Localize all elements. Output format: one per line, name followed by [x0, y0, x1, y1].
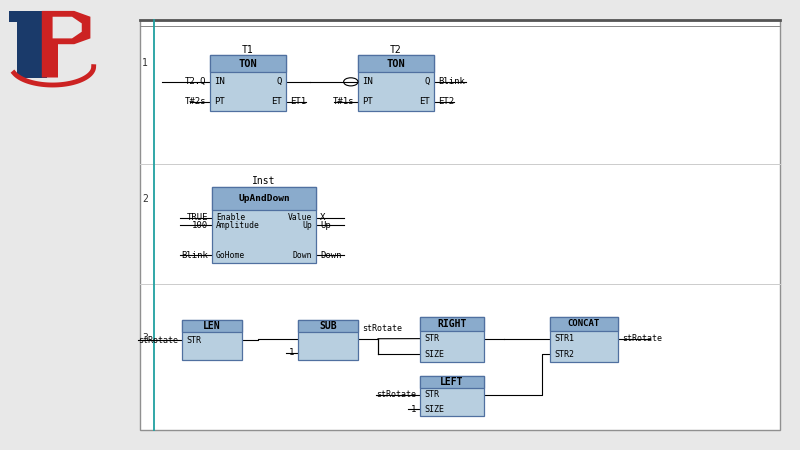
Text: UpAndDown: UpAndDown	[238, 194, 290, 202]
Bar	[140, 20, 780, 430]
Text: stRotate: stRotate	[138, 336, 178, 345]
Bar	[182, 320, 242, 360]
Text: STR1: STR1	[554, 334, 574, 343]
Bar	[420, 376, 484, 416]
Text: Q: Q	[425, 77, 430, 86]
Text: T2: T2	[390, 45, 402, 55]
Bar	[298, 320, 358, 360]
Text: Down: Down	[320, 251, 342, 260]
Bar	[550, 317, 618, 362]
Text: Down: Down	[293, 251, 312, 260]
Bar	[210, 55, 286, 72]
Text: ET: ET	[271, 97, 282, 106]
Text: STR: STR	[424, 391, 439, 400]
Text: RIGHT: RIGHT	[438, 319, 466, 329]
Text: ET2: ET2	[438, 97, 454, 106]
Bar	[358, 55, 434, 72]
Bar	[298, 320, 358, 332]
Text: GoHome: GoHome	[216, 251, 246, 260]
Text: SUB: SUB	[319, 320, 337, 331]
Text: T1: T1	[242, 45, 254, 55]
Bar	[212, 187, 316, 210]
Text: T#1s: T#1s	[333, 97, 354, 106]
Text: Q: Q	[277, 77, 282, 86]
Text: ET: ET	[419, 97, 430, 106]
Text: T#2s: T#2s	[185, 97, 206, 106]
Text: 1: 1	[142, 58, 148, 68]
Polygon shape	[10, 11, 56, 77]
Bar	[182, 320, 242, 332]
Text: SIZE: SIZE	[424, 405, 444, 414]
Text: TRUE: TRUE	[186, 213, 208, 222]
Text: Up: Up	[320, 220, 330, 230]
Text: LEN: LEN	[203, 320, 221, 331]
Text: IN: IN	[362, 77, 373, 86]
Text: Inst: Inst	[252, 176, 276, 186]
Text: Amplitude: Amplitude	[216, 220, 260, 230]
Text: Up: Up	[302, 220, 312, 230]
Text: 2: 2	[142, 194, 148, 203]
Bar	[210, 55, 286, 112]
Bar	[420, 317, 484, 331]
Text: stRotate: stRotate	[622, 334, 662, 343]
Text: Value: Value	[288, 213, 312, 222]
Bar	[212, 187, 316, 263]
Polygon shape	[53, 17, 82, 38]
Bar	[550, 317, 618, 331]
Text: 1: 1	[410, 405, 416, 414]
Text: STR2: STR2	[554, 350, 574, 359]
Text: Enable: Enable	[216, 213, 246, 222]
Text: X: X	[320, 213, 326, 222]
Text: 100: 100	[192, 220, 208, 230]
Text: LEFT: LEFT	[440, 377, 464, 387]
Text: TON: TON	[238, 58, 258, 68]
Text: PT: PT	[362, 97, 373, 106]
Text: PT: PT	[214, 97, 225, 106]
Text: ET1: ET1	[290, 97, 306, 106]
Polygon shape	[42, 11, 90, 77]
Text: STR: STR	[424, 334, 439, 343]
Text: T2.Q: T2.Q	[185, 77, 206, 86]
Text: stRotate: stRotate	[362, 324, 402, 333]
Text: Blink: Blink	[181, 251, 208, 260]
Text: STR: STR	[186, 336, 201, 345]
Text: SIZE: SIZE	[424, 350, 444, 359]
Text: stRotate: stRotate	[376, 391, 416, 400]
Text: TON: TON	[386, 58, 406, 68]
Text: Blink: Blink	[438, 77, 465, 86]
Text: CONCAT: CONCAT	[568, 320, 600, 328]
Text: 3: 3	[142, 333, 148, 343]
Bar	[420, 376, 484, 388]
Bar	[358, 55, 434, 112]
Text: IN: IN	[214, 77, 225, 86]
Text: 1: 1	[289, 348, 294, 357]
Bar	[420, 317, 484, 362]
